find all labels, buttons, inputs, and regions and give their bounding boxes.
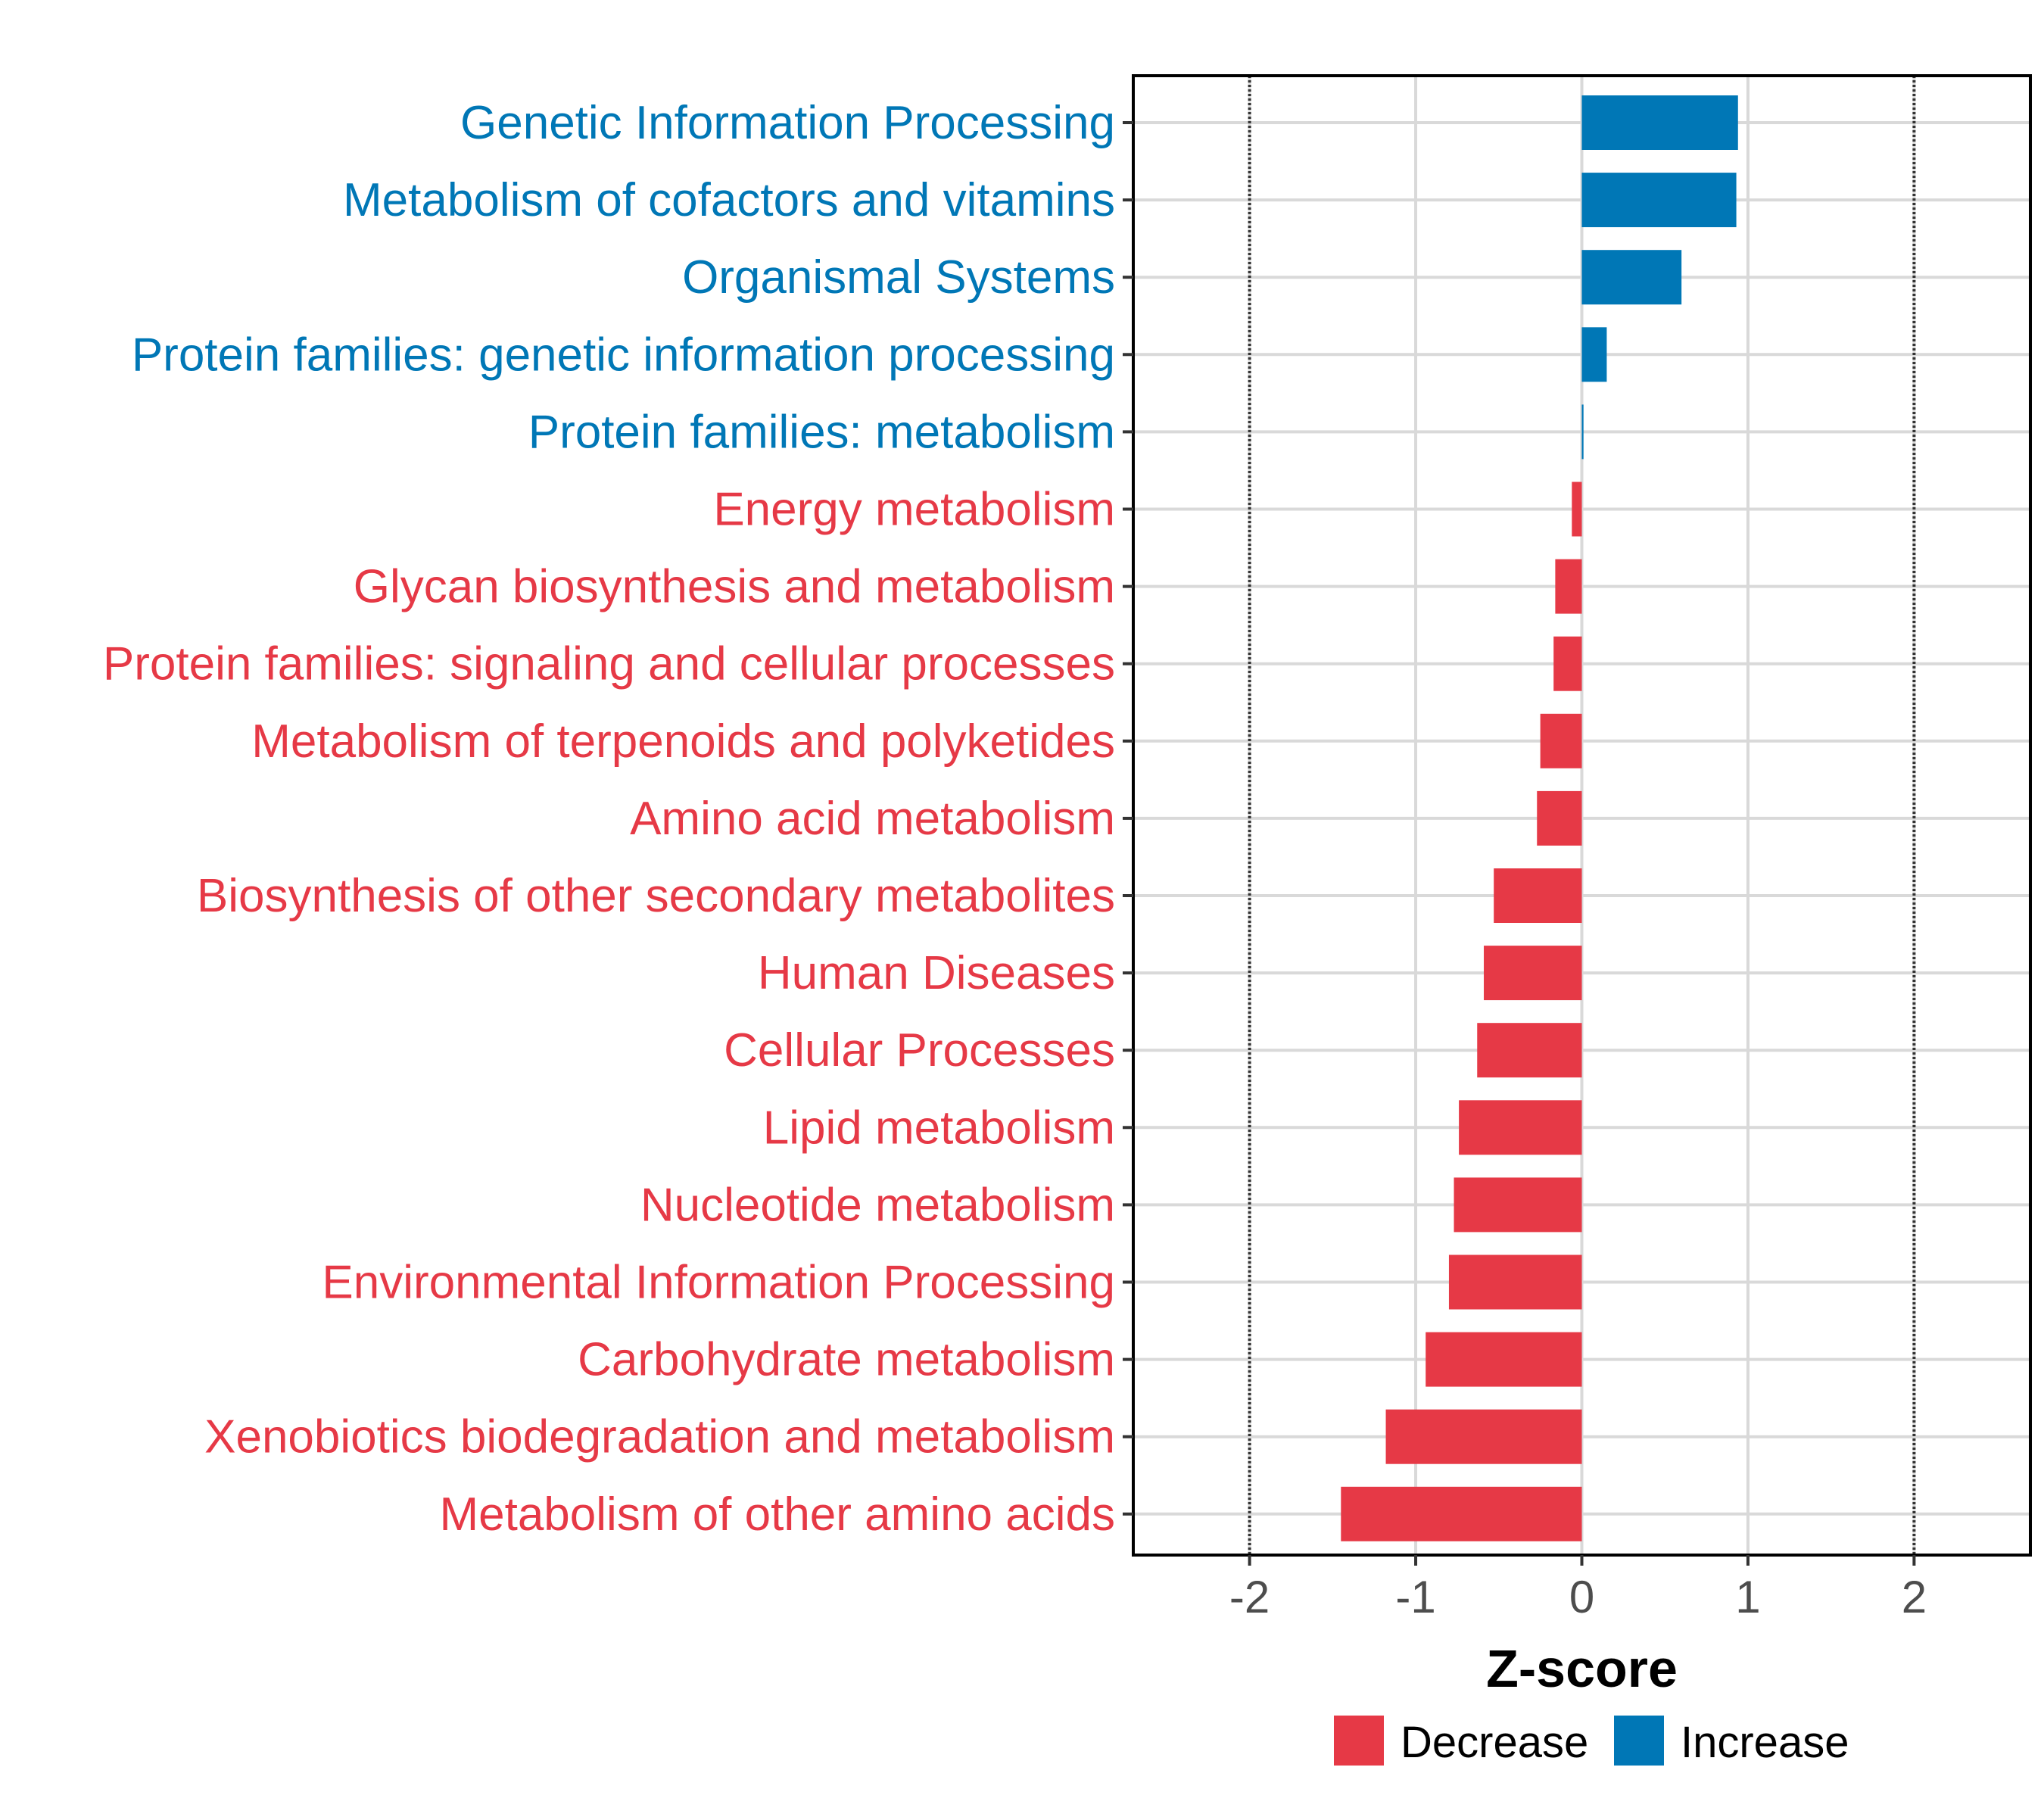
- bar: [1484, 946, 1582, 1001]
- category-label: Organismal Systems: [682, 251, 1115, 304]
- x-tick-label: 1: [1735, 1572, 1760, 1622]
- bar: [1448, 1254, 1582, 1310]
- category-label: Metabolism of other amino acids: [439, 1488, 1115, 1541]
- category-label: Amino acid metabolism: [630, 793, 1115, 845]
- x-tick-label: 0: [1569, 1572, 1594, 1622]
- bar: [1581, 95, 1738, 150]
- category-label: Biosynthesis of other secondary metaboli…: [197, 870, 1115, 922]
- bar: [1581, 250, 1682, 305]
- bar: [1540, 713, 1582, 768]
- category-label: Carbohydrate metabolism: [578, 1334, 1115, 1386]
- category-label: Protein families: signaling and cellular…: [103, 638, 1115, 690]
- legend-swatch-decrease: [1334, 1716, 1384, 1766]
- category-label: Human Diseases: [758, 947, 1115, 999]
- x-axis-title: Z-score: [1486, 1639, 1678, 1698]
- legend-label-increase: Increase: [1681, 1718, 1849, 1767]
- legend-label-decrease: Decrease: [1401, 1718, 1588, 1767]
- bar: [1454, 1177, 1582, 1233]
- category-label: Genetic Information Processing: [460, 97, 1115, 149]
- legend-swatch-increase: [1614, 1716, 1664, 1766]
- bar: [1553, 636, 1582, 691]
- bar: [1341, 1486, 1582, 1541]
- bar: [1537, 790, 1582, 846]
- category-label: Metabolism of terpenoids and polyketides: [251, 715, 1115, 768]
- x-tick-label: 2: [1902, 1572, 1927, 1622]
- bar: [1581, 404, 1584, 460]
- category-label: Protein families: genetic information pr…: [132, 329, 1115, 381]
- bar: [1572, 482, 1582, 537]
- category-label: Glycan biosynthesis and metabolism: [354, 561, 1115, 613]
- category-label: Nucleotide metabolism: [640, 1179, 1115, 1231]
- bar: [1385, 1409, 1582, 1464]
- category-label: Metabolism of cofactors and vitamins: [343, 174, 1115, 226]
- bar: [1581, 327, 1607, 382]
- x-tick-label: -2: [1229, 1572, 1270, 1622]
- bar: [1494, 868, 1582, 923]
- bar: [1426, 1332, 1582, 1387]
- category-label: Environmental Information Processing: [322, 1257, 1115, 1309]
- x-tick-label: -1: [1395, 1572, 1435, 1622]
- category-label: Protein families: metabolism: [528, 406, 1115, 458]
- bar: [1581, 173, 1737, 228]
- category-label: Lipid metabolism: [763, 1102, 1115, 1154]
- bar: [1459, 1100, 1582, 1155]
- category-label: Energy metabolism: [713, 484, 1115, 536]
- bar: [1477, 1023, 1582, 1078]
- bar: [1555, 559, 1582, 614]
- category-label: Cellular Processes: [724, 1024, 1115, 1077]
- category-label: Xenobiotics biodegradation and metabolis…: [204, 1411, 1115, 1463]
